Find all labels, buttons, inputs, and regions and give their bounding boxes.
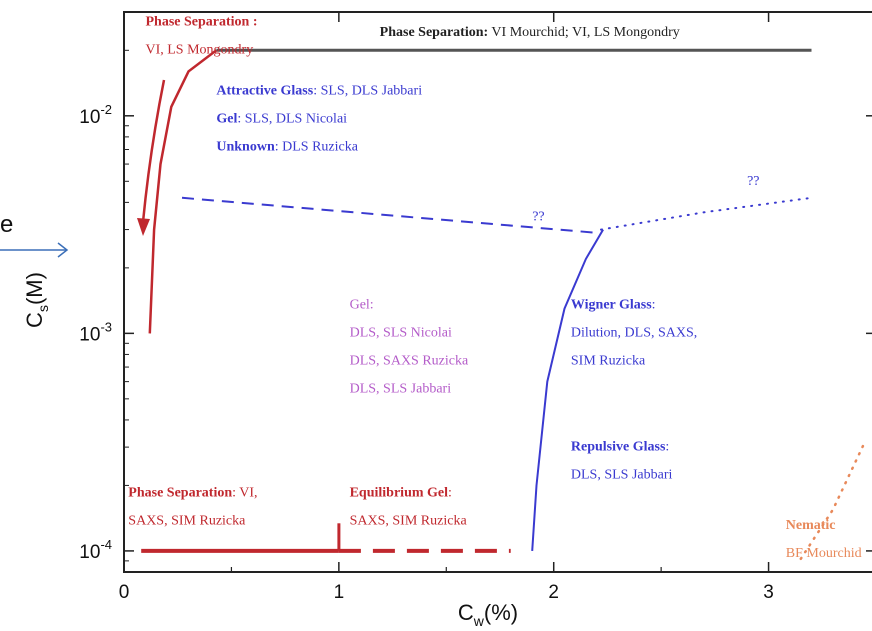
annotation-line: DLS, SLS Jabbari [571,467,673,482]
annotations-layer: Phase Separation :VI, LS MongondryPhase … [128,15,861,562]
annotation-line: Equilibrium Gel: [350,485,452,500]
y-tick-label: 10-2 [79,102,112,128]
x-axis-title: Cw(%) [458,600,518,629]
annotation-4: ?? [747,174,759,189]
annotation-line: Phase Separation: VI, [128,485,257,500]
annotation-1: Phase Separation: VI Mourchid; VI, LS Mo… [380,25,680,40]
annotation-line: DLS, SAXS Ruzicka [350,354,469,369]
y-tick-label: 10-3 [79,319,112,345]
x-tick-label: 0 [119,582,130,603]
annotation-line: ?? [747,174,759,189]
annotation-line: Unknown: DLS Ruzicka [216,140,358,155]
annotation-line: ?? [532,210,544,225]
annotation-9: Equilibrium Gel: SAXS, SIM Ruzicka [350,485,468,528]
annotation-line: Repulsive Glass: [571,439,669,454]
annotation-line: Wigner Glass: [571,298,656,313]
side-fragment-text: e [0,211,13,238]
annotation-line: Nematic [786,518,836,533]
annotation-7: Repulsive Glass: DLS, SLS Jabbari [571,439,673,482]
annotation-0: Phase Separation : VI, LS Mongondry [145,15,257,58]
annotation-line: SAXS, SIM Ruzicka [350,513,468,528]
annotation-8: Phase Separation: VI, SAXS, SIM Ruzicka [128,485,257,528]
plot-frame [123,11,872,573]
annotation-line: BF Mourchid [786,546,862,561]
annotation-line: SIM Ruzicka [571,354,646,369]
annotation-line: Gel: [350,298,374,313]
annotation-line: VI, LS Mongondry [145,43,253,58]
pointer-arrow-icon [0,242,69,258]
annotation-2: Attractive Glass: SLS, DLS Jabbari Gel: S… [216,84,422,155]
series-phase-separation-left-boundary [148,49,218,334]
annotation-line: Attractive Glass: SLS, DLS Jabbari [216,84,422,99]
annotation-5: Gel: DLS, SLS Nicolai DLS, SAXS Ruzicka DLS… [350,298,469,397]
x-tick-label: 2 [548,582,559,603]
annotation-line: Gel: SLS, DLS Nicolai [216,112,347,127]
phase-separation-arrow-icon [137,79,166,236]
annotation-line: Phase Separation : [145,15,257,30]
annotation-line: Phase Separation: VI Mourchid; VI, LS Mo… [380,25,680,40]
series-layer [141,48,867,561]
y-tick-label: 10-4 [79,537,112,563]
annotation-line: DLS, SLS Jabbari [350,382,452,397]
series-glass-transition-dotted [600,196,813,231]
series-wigner-glass-boundary [531,229,604,551]
annotation-line: SAXS, SIM Ruzicka [128,513,246,528]
annotation-10: Nematic BF Mourchid [786,518,862,561]
series-nematic-boundary-dotted [799,439,867,561]
annotation-line: Dilution, DLS, SAXS, [571,326,697,341]
annotation-line: DLS, SLS Nicolai [350,326,452,341]
annotation-6: Wigner Glass: Dilution, DLS, SAXS, SIM Ruz… [571,298,697,369]
annotation-3: ?? [532,210,544,225]
series-glass-transition-dashed [181,196,597,234]
ticks-layer: 0 1 2 3 10-4 10-3 10-2 [79,11,872,603]
y-axis-title: Cs(M) [22,272,51,328]
x-tick-label: 1 [334,582,345,603]
x-tick-label: 3 [763,582,774,603]
